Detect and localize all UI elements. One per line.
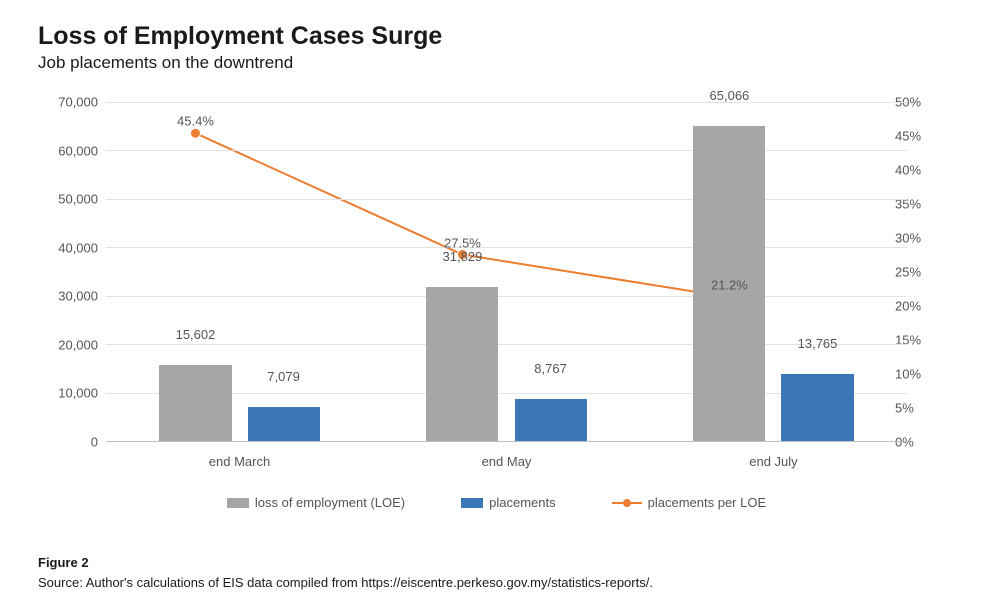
chart: 010,00020,00030,00040,00050,00060,00070,… [38,102,955,482]
bar-value-label: 7,079 [267,369,300,388]
line-marker [190,128,200,138]
source-note: Source: Author's calculations of EIS dat… [38,575,653,590]
y-left-tick: 70,000 [58,95,98,110]
bar-value-label: 15,602 [176,327,216,346]
legend-swatch-line [612,498,642,508]
container: Loss of Employment Cases Surge Job place… [0,0,993,612]
chart-subtitle: Job placements on the downtrend [38,53,955,73]
bar-value-label: 8,767 [534,361,567,380]
bar [781,374,853,441]
y-left-tick: 60,000 [58,143,98,158]
bar [426,287,498,441]
y-left-tick: 10,000 [58,386,98,401]
x-category-label: end May [482,454,532,469]
legend-item: placements [461,495,555,510]
grid-line [106,150,907,151]
bar-value-label: 65,066 [710,88,750,107]
legend-label: placements per LOE [648,495,767,510]
chart-title: Loss of Employment Cases Surge [38,22,955,51]
plot-area: 15,60231,82965,0667,0798,76713,76545.4%2… [106,102,907,442]
legend-swatch-box [227,498,249,508]
bar-value-label: 31,829 [443,249,483,268]
x-category-label: end March [209,454,270,469]
y-left-tick: 30,000 [58,289,98,304]
line-value-label: 27.5% [444,235,481,250]
line-path [195,133,729,297]
grid-line [106,247,907,248]
y-left-tick: 20,000 [58,337,98,352]
y-left-tick: 40,000 [58,240,98,255]
grid-line [106,296,907,297]
grid-line [106,102,907,103]
bar [159,365,231,441]
bar-value-label: 13,765 [798,336,838,355]
legend-label: loss of employment (LOE) [255,495,405,510]
bar [515,399,587,441]
x-axis-labels: end March end May end July [106,446,907,482]
legend-label: placements [489,495,555,510]
line-value-label: 21.2% [711,278,748,293]
legend-item: loss of employment (LOE) [227,495,405,510]
x-category-label: end July [749,454,797,469]
grid-line [106,344,907,345]
y-left-tick: 50,000 [58,192,98,207]
figure-label: Figure 2 [38,555,89,570]
legend: loss of employment (LOE) placements placem… [38,495,955,511]
line-value-label: 45.4% [177,114,214,129]
y-left-tick: 0 [91,435,98,450]
legend-swatch-box [461,498,483,508]
grid-line [106,199,907,200]
bar [248,407,320,441]
legend-item: placements per LOE [612,495,767,510]
y-axis-left: 010,00020,00030,00040,00050,00060,00070,… [38,102,98,442]
